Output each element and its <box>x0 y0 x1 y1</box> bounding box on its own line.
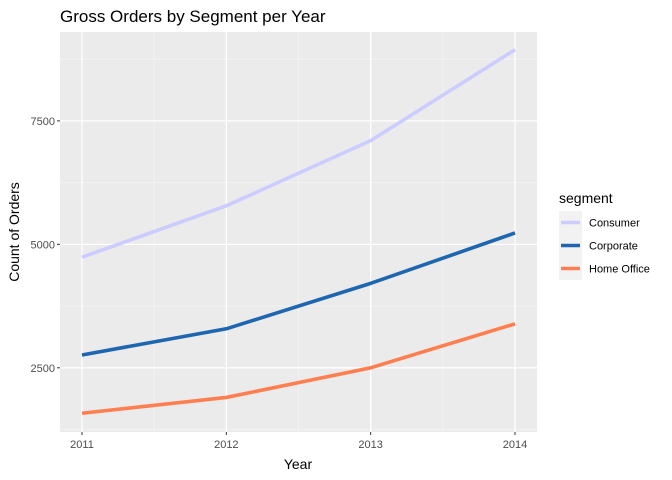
legend-label-home-office: Home Office <box>589 264 650 276</box>
series-line-consumer <box>81 48 516 259</box>
legend-label-corporate: Corporate <box>589 241 638 253</box>
y-axis: 2500 5000 7500 <box>31 116 60 375</box>
y-tick-label: 2500 <box>31 363 55 375</box>
x-tick-label: 2013 <box>358 439 382 451</box>
y-tick-label: 5000 <box>31 239 55 251</box>
x-tick-label: 2014 <box>503 439 527 451</box>
x-axis: 2011 2012 2013 2014 <box>70 432 527 451</box>
y-axis-title: Count of Orders <box>6 182 22 282</box>
legend: segment Consumer Corporate Home Office <box>559 190 650 280</box>
x-axis-title: Year <box>284 456 313 472</box>
legend-title: segment <box>559 190 613 206</box>
y-tick-label: 7500 <box>31 116 55 128</box>
series-line-corporate <box>81 231 516 357</box>
series-line-home-office <box>81 322 516 416</box>
chart-title: Gross Orders by Segment per Year <box>60 7 326 26</box>
series-lines <box>81 48 516 416</box>
major-gridlines <box>60 32 537 432</box>
x-tick-label: 2011 <box>70 439 94 451</box>
x-tick-label: 2012 <box>214 439 238 451</box>
legend-label-consumer: Consumer <box>589 218 640 230</box>
